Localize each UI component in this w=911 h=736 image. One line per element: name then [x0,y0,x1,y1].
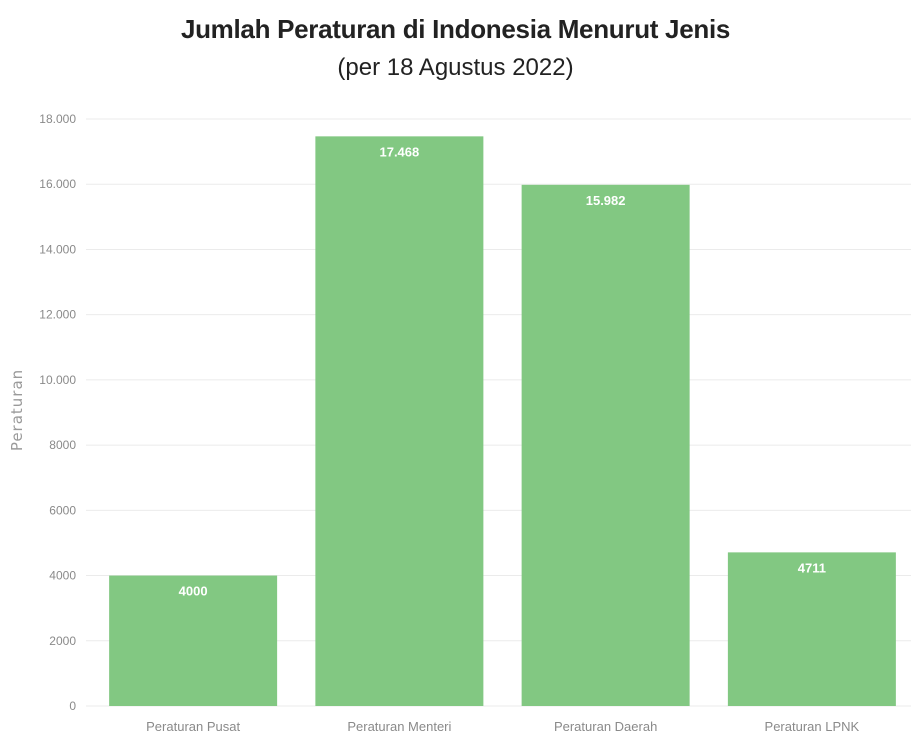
x-category-label: Peraturan Menteri [347,719,451,734]
x-category-label: Peraturan Pusat [146,719,240,734]
y-tick-label: 16.000 [39,177,76,191]
y-tick-label: 18.000 [39,112,76,126]
y-tick-label: 6000 [49,503,76,517]
data-label: 17.468 [379,144,419,159]
data-label: 15.982 [586,193,626,208]
bar [521,184,690,707]
bar [727,552,896,706]
x-category-label: Peraturan LPNK [765,719,860,734]
y-tick-label: 8000 [49,438,76,452]
y-tick-label: 10.000 [39,373,76,387]
chart-subtitle: (per 18 Agustus 2022) [337,54,574,81]
y-tick-label: 4000 [49,569,76,583]
y-tick-label: 2000 [49,634,76,648]
y-tick-label: 12.000 [39,308,76,322]
data-label: 4000 [179,584,208,599]
y-tick-label: 14.000 [39,242,76,256]
chart-title: Jumlah Peraturan di Indonesia Menurut Je… [180,14,731,44]
x-category-label: Peraturan Daerah [554,719,657,734]
y-tick-label: 0 [69,699,76,713]
data-label: 4711 [798,560,826,575]
bar [315,136,484,706]
bar [109,575,278,706]
